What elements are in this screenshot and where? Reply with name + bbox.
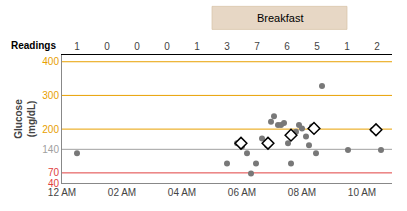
svg-text:12 AM: 12 AM: [48, 187, 76, 198]
svg-text:04 AM: 04 AM: [168, 187, 196, 198]
svg-text:2: 2: [374, 41, 380, 52]
svg-text:400: 400: [42, 56, 59, 67]
svg-text:1: 1: [194, 41, 200, 52]
svg-text:0: 0: [104, 41, 110, 52]
svg-text:Glucose(mg/dL): Glucose(mg/dL): [13, 99, 37, 139]
svg-text:08 AM: 08 AM: [288, 187, 316, 198]
svg-text:70: 70: [48, 167, 60, 178]
svg-text:Readings: Readings: [11, 40, 56, 51]
svg-text:02 AM: 02 AM: [108, 187, 136, 198]
svg-text:1: 1: [74, 41, 80, 52]
svg-text:0: 0: [134, 41, 140, 52]
svg-text:200: 200: [42, 124, 59, 135]
svg-text:1: 1: [344, 41, 350, 52]
svg-text:6: 6: [284, 41, 290, 52]
svg-text:300: 300: [42, 90, 59, 101]
svg-text:7: 7: [254, 41, 260, 52]
svg-text:0: 0: [164, 41, 170, 52]
svg-text:10 AM: 10 AM: [348, 187, 376, 198]
svg-text:06 AM: 06 AM: [228, 187, 256, 198]
svg-text:Breakfast: Breakfast: [257, 12, 303, 24]
svg-text:40: 40: [48, 178, 60, 189]
svg-text:5: 5: [314, 41, 320, 52]
svg-text:140: 140: [42, 144, 59, 155]
svg-text:3: 3: [224, 41, 230, 52]
